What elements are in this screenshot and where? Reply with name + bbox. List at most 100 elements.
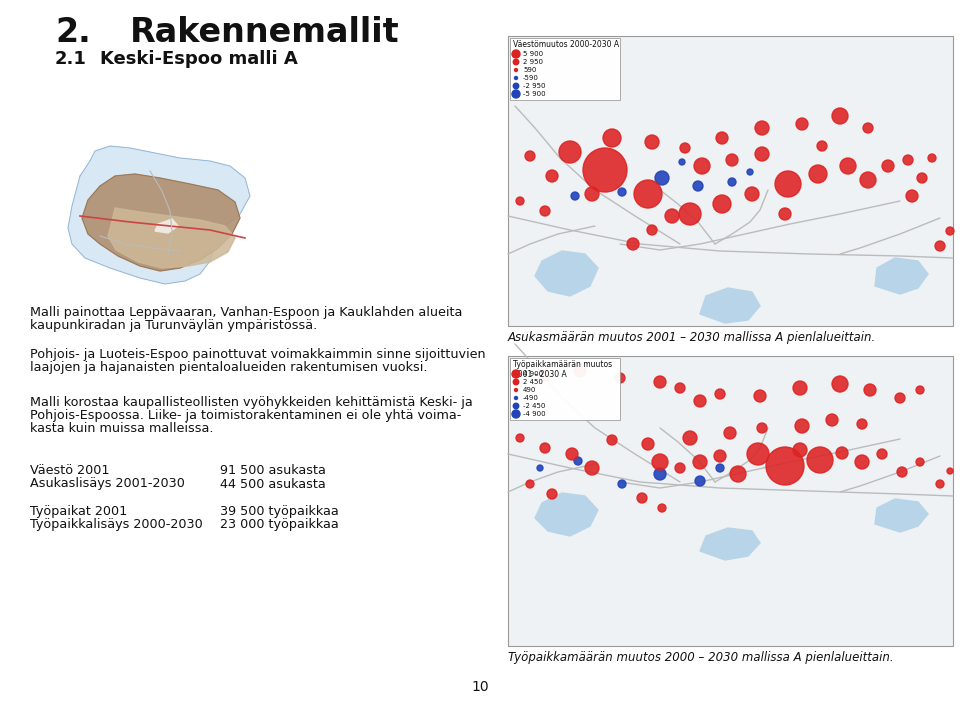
Circle shape bbox=[714, 450, 726, 462]
Circle shape bbox=[826, 414, 838, 426]
Circle shape bbox=[655, 171, 669, 185]
Circle shape bbox=[747, 443, 769, 465]
Circle shape bbox=[795, 419, 809, 433]
Circle shape bbox=[793, 443, 807, 457]
Bar bbox=[510, 358, 620, 420]
Text: Rakennemallit: Rakennemallit bbox=[130, 16, 399, 49]
Circle shape bbox=[779, 208, 791, 220]
Text: -590: -590 bbox=[523, 75, 539, 81]
Circle shape bbox=[583, 148, 627, 192]
Bar bbox=[510, 38, 620, 100]
Polygon shape bbox=[68, 146, 250, 284]
Circle shape bbox=[694, 395, 706, 407]
Circle shape bbox=[514, 83, 518, 89]
Text: Väestö 2001: Väestö 2001 bbox=[30, 464, 109, 477]
Text: -490: -490 bbox=[523, 395, 539, 401]
Circle shape bbox=[693, 181, 703, 191]
Text: Työpaikkamäärän muutos 2000 – 2030 mallissa A pienlalueittain.: Työpaikkamäärän muutos 2000 – 2030 malli… bbox=[508, 651, 894, 664]
Circle shape bbox=[860, 172, 876, 188]
Circle shape bbox=[607, 435, 617, 445]
Circle shape bbox=[680, 143, 690, 153]
Text: Työpaikat 2001: Työpaikat 2001 bbox=[30, 505, 128, 517]
Circle shape bbox=[634, 180, 662, 208]
Circle shape bbox=[566, 448, 578, 460]
Text: 5 900: 5 900 bbox=[523, 51, 543, 57]
Text: 39 500 työpaikkaa: 39 500 työpaikkaa bbox=[220, 505, 339, 517]
Circle shape bbox=[512, 370, 520, 378]
Text: Pohjois- ja Luoteis-Espoo painottuvat voimakkaimmin sinne sijoittuvien: Pohjois- ja Luoteis-Espoo painottuvat vo… bbox=[30, 348, 486, 361]
Circle shape bbox=[775, 171, 801, 197]
Circle shape bbox=[652, 454, 668, 470]
Circle shape bbox=[766, 447, 804, 485]
Circle shape bbox=[903, 155, 913, 165]
Circle shape bbox=[515, 76, 517, 80]
Circle shape bbox=[796, 118, 808, 130]
Circle shape bbox=[645, 135, 659, 149]
Circle shape bbox=[514, 403, 518, 409]
Circle shape bbox=[516, 434, 524, 442]
Polygon shape bbox=[108, 208, 235, 268]
Circle shape bbox=[679, 159, 685, 165]
Circle shape bbox=[730, 466, 746, 482]
Circle shape bbox=[724, 427, 736, 439]
Circle shape bbox=[675, 463, 685, 473]
Circle shape bbox=[928, 154, 936, 162]
Text: Keski-Espoo malli A: Keski-Espoo malli A bbox=[100, 50, 298, 68]
Circle shape bbox=[512, 50, 520, 58]
Polygon shape bbox=[700, 288, 760, 323]
Text: 91 500 asukasta: 91 500 asukasta bbox=[220, 464, 325, 477]
Circle shape bbox=[618, 480, 626, 488]
Text: Pohjois-Espoossa. Liike- ja toimistorakentaminen ei ole yhtä voima-: Pohjois-Espoossa. Liike- ja toimistorake… bbox=[30, 409, 462, 422]
Text: -2 450: -2 450 bbox=[523, 403, 545, 409]
Circle shape bbox=[895, 393, 905, 403]
Circle shape bbox=[540, 443, 550, 453]
Circle shape bbox=[516, 197, 524, 205]
Text: Malli painottaa Leppävaaran, Vanhan-Espoon ja Kauklahden alueita: Malli painottaa Leppävaaran, Vanhan-Espo… bbox=[30, 306, 463, 319]
Text: 10: 10 bbox=[471, 680, 489, 694]
Circle shape bbox=[654, 376, 666, 388]
Text: -5 900: -5 900 bbox=[523, 91, 545, 97]
Circle shape bbox=[936, 480, 944, 488]
Circle shape bbox=[637, 493, 647, 503]
Circle shape bbox=[916, 458, 924, 466]
Circle shape bbox=[537, 465, 543, 471]
Circle shape bbox=[559, 141, 581, 163]
Text: 2.1: 2.1 bbox=[55, 50, 86, 68]
Text: 44 500 asukasta: 44 500 asukasta bbox=[220, 477, 325, 491]
Circle shape bbox=[658, 504, 666, 512]
Circle shape bbox=[514, 59, 518, 65]
Circle shape bbox=[946, 227, 954, 235]
Circle shape bbox=[855, 455, 869, 469]
Circle shape bbox=[864, 384, 876, 396]
Circle shape bbox=[515, 397, 517, 400]
Circle shape bbox=[647, 225, 657, 235]
Polygon shape bbox=[535, 251, 598, 296]
Circle shape bbox=[585, 461, 599, 475]
Circle shape bbox=[857, 419, 867, 429]
Circle shape bbox=[836, 447, 848, 459]
Text: 23 000 työpaikkaa: 23 000 työpaikkaa bbox=[220, 518, 339, 531]
Polygon shape bbox=[700, 528, 760, 560]
Circle shape bbox=[679, 203, 701, 225]
Circle shape bbox=[832, 376, 848, 392]
Circle shape bbox=[754, 390, 766, 402]
Circle shape bbox=[809, 165, 827, 183]
Polygon shape bbox=[82, 174, 240, 271]
Circle shape bbox=[618, 188, 626, 196]
Text: Väestömuutos 2000-2030 A: Väestömuutos 2000-2030 A bbox=[513, 40, 619, 49]
Circle shape bbox=[642, 438, 654, 450]
Circle shape bbox=[906, 190, 918, 202]
Circle shape bbox=[695, 476, 705, 486]
Circle shape bbox=[574, 365, 586, 377]
Circle shape bbox=[540, 371, 550, 381]
Circle shape bbox=[546, 170, 558, 182]
Circle shape bbox=[547, 489, 557, 499]
Polygon shape bbox=[535, 493, 598, 536]
Circle shape bbox=[793, 381, 807, 395]
Bar bbox=[508, 356, 953, 646]
Circle shape bbox=[627, 238, 639, 250]
Circle shape bbox=[755, 147, 769, 161]
Text: Työpaikkamäärän muutos
2001 - 2030 A: Työpaikkamäärän muutos 2001 - 2030 A bbox=[513, 360, 612, 379]
Circle shape bbox=[515, 388, 517, 392]
Circle shape bbox=[716, 132, 728, 144]
